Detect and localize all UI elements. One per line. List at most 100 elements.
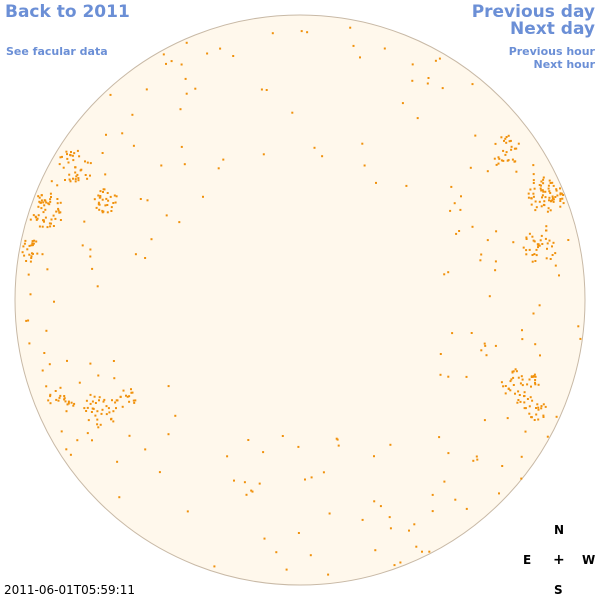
spot-mark [275,551,278,554]
spot-mark [359,56,361,59]
spot-mark [49,192,52,195]
spot-mark [558,274,560,277]
spot-mark [36,252,39,255]
spot-mark [511,158,514,161]
spot-mark [79,169,82,172]
spot-mark [493,157,496,160]
spot-mark [470,332,473,334]
spot-mark [352,44,355,47]
spot-mark [291,111,294,114]
spot-mark [110,210,113,212]
spot-mark [304,478,306,481]
spot-mark [484,344,487,347]
spot-mark [65,410,68,413]
spot-mark [46,226,49,229]
compass-east-label: E [523,553,532,567]
spot-mark [544,405,547,408]
spot-mark [59,201,62,204]
spot-mark [66,403,69,406]
spot-mark [472,459,475,462]
spot-mark [426,82,429,85]
spot-mark [469,166,472,169]
spot-mark [559,205,562,208]
spot-mark [375,181,377,184]
spot-mark [86,432,89,435]
spot-mark [50,222,52,225]
spot-mark [447,271,450,274]
spot-mark [285,568,288,571]
spot-mark [552,184,555,187]
spot-mark [49,395,52,398]
next-day-link[interactable]: Next day [510,19,595,39]
spot-mark [401,102,404,105]
spot-mark [23,242,26,245]
spot-mark [498,492,500,495]
spot-mark [546,247,548,250]
spot-mark [52,214,55,217]
spot-mark [528,248,531,251]
spot-mark [534,379,537,381]
spot-mark [96,410,99,413]
spot-mark [75,175,78,178]
previous-day-link[interactable]: Previous day [471,2,595,22]
spot-mark [542,178,545,181]
see-facular-data-link[interactable]: See facular data [6,45,108,58]
spot-mark [552,200,555,203]
spot-mark [537,408,540,411]
spot-mark [513,160,516,163]
spot-mark [542,182,545,185]
spot-mark [450,185,453,188]
spot-mark [483,342,486,345]
spot-mark [165,62,167,65]
spot-mark [552,198,555,201]
spot-mark [40,207,43,210]
spot-mark [98,396,101,399]
spot-mark [517,390,520,393]
spot-mark [94,402,97,404]
spot-mark [32,214,35,217]
spot-mark [29,218,32,221]
spot-mark [537,383,540,386]
spot-mark [549,200,552,203]
spot-mark [439,373,442,376]
spot-mark [471,225,474,228]
spot-mark [555,415,558,418]
spot-mark [28,342,31,345]
spot-mark [47,399,50,402]
spot-mark [515,147,518,150]
spot-mark [48,203,51,206]
spot-mark [105,413,108,416]
spot-mark [146,199,149,202]
spot-mark [310,476,313,479]
spot-mark [50,218,53,221]
spot-mark [545,229,548,232]
spot-mark [40,201,42,204]
next-hour-link[interactable]: Next hour [533,58,596,71]
spot-mark [509,389,512,392]
spot-mark [537,246,539,249]
spot-mark [309,554,312,557]
spot-mark [530,385,532,388]
spot-mark [265,89,268,91]
spot-mark [99,423,102,426]
spot-mark [453,202,456,205]
spot-mark [46,268,49,271]
previous-hour-link[interactable]: Previous hour [508,45,595,58]
spot-mark [106,192,109,194]
spot-mark [65,448,68,451]
spot-mark [91,267,94,270]
spot-mark [413,523,416,526]
spot-mark [520,375,523,378]
spot-mark [361,518,364,521]
spot-mark [35,240,38,243]
spot-mark [59,219,62,221]
spot-mark [110,206,113,209]
spot-mark [393,564,396,567]
spot-mark [542,414,545,417]
spot-mark [71,154,74,157]
spot-mark [521,378,524,381]
spot-mark [531,235,534,238]
back-to-year-link[interactable]: Back to 2011 [5,2,130,22]
spot-mark [475,455,478,458]
spot-mark [529,188,532,191]
